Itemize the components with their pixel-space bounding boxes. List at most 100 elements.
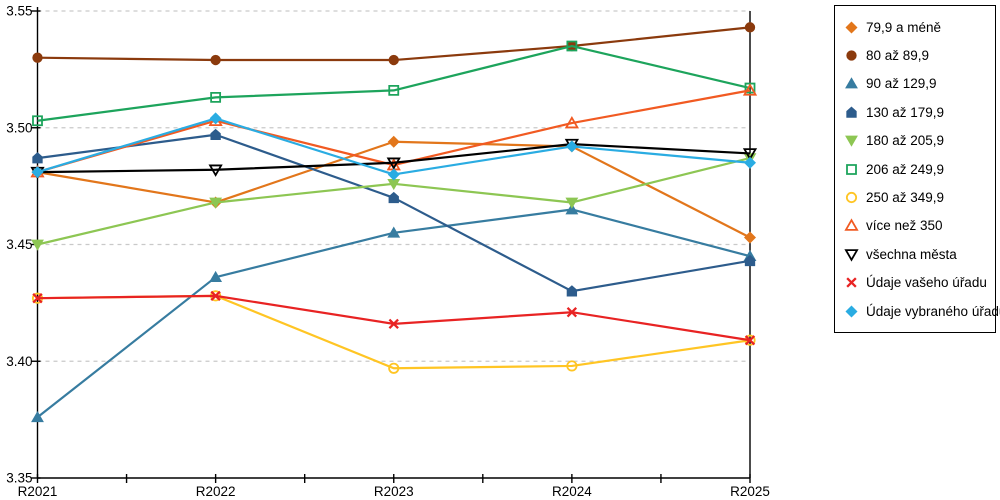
pentagon-marker	[210, 128, 221, 141]
legend-item-label: 250 až 349,9	[866, 190, 945, 206]
diamond-marker	[565, 140, 578, 153]
y-axis-tick-label: 3.45	[6, 237, 32, 252]
triangle-up-marker	[565, 203, 579, 215]
triangle-down-marker	[209, 197, 223, 209]
series-3	[32, 128, 756, 297]
open-x-marker	[846, 277, 857, 288]
open-x-marker	[32, 293, 43, 304]
open-circle-marker	[845, 191, 858, 204]
series-2	[31, 203, 757, 423]
legend-item-6[interactable]: 250 až 349,9	[844, 183, 993, 211]
legend-item-0[interactable]: 79,9 a méně	[844, 13, 993, 41]
legend-triangle-down-icon	[844, 249, 859, 262]
legend-item-3[interactable]: 130 až 179,9	[844, 98, 993, 126]
open-x-marker	[388, 318, 399, 330]
series-line	[37, 142, 751, 174]
diamond-marker	[743, 231, 757, 244]
series-4	[31, 153, 757, 251]
legend-item-8[interactable]: všechna města	[844, 240, 993, 268]
legend-circle-icon	[846, 50, 857, 61]
legend-item-label: 79,9 a méně	[866, 19, 942, 35]
series-1	[32, 22, 756, 66]
legend-triangle-down-icon	[845, 135, 858, 148]
y-axis-tick-label: 3.40	[6, 354, 32, 369]
triangle-up-marker	[845, 77, 858, 89]
series-10	[31, 112, 757, 181]
legend-item-2[interactable]: 90 až 129,9	[844, 70, 993, 98]
x-axis-tick-label: R2025	[730, 484, 770, 499]
open-circle-marker	[388, 362, 400, 374]
diamond-marker	[743, 156, 757, 169]
triangle-down-marker	[565, 197, 579, 209]
x-axis-tick-label: R2022	[196, 484, 236, 499]
y-axis-tick-label: 3.55	[6, 4, 32, 19]
legend-circle-icon	[845, 191, 858, 204]
open-x-marker	[566, 307, 578, 318]
x-axis-tick-label: R2023	[374, 484, 414, 499]
legend-diamond-icon	[845, 305, 858, 318]
circle-marker	[210, 54, 221, 66]
legend-diamond-icon	[845, 21, 858, 34]
triangle-up-marker	[31, 410, 44, 423]
open-square-marker	[388, 84, 400, 96]
triangle-down-marker	[845, 135, 858, 148]
circle-marker	[32, 52, 43, 63]
y-axis-tick-label: 3.35	[6, 471, 32, 486]
legend-triangle-up-icon	[844, 218, 859, 232]
diamond-marker	[31, 166, 44, 179]
legend-x-icon	[846, 277, 857, 288]
legend-item-label: Údaje vybraného úřadu	[866, 303, 1000, 319]
diamond-marker	[209, 112, 222, 125]
open-x-marker	[210, 290, 221, 302]
circle-marker	[388, 54, 399, 66]
series-line	[36, 208, 751, 419]
triangle-up-marker	[209, 270, 223, 283]
legend: 79,9 a méně 80 až 89,9 90 až 129,9 130 až 1…	[834, 5, 1000, 334]
pentagon-marker	[846, 106, 857, 118]
open-triangle-up-marker	[564, 115, 579, 129]
open-square-marker	[846, 163, 857, 175]
legend-item-label: 90 až 129,9	[866, 76, 937, 92]
pentagon-marker	[566, 285, 578, 297]
open-triangle-down-marker	[386, 157, 401, 170]
legend-item-1[interactable]: 80 až 89,9	[844, 41, 993, 69]
legend-item-label: 206 až 249,9	[866, 161, 945, 177]
open-triangle-up-marker	[844, 218, 859, 232]
pentagon-marker	[32, 152, 43, 164]
legend-item-label: 180 až 205,9	[866, 133, 945, 149]
legend-item-label: Údaje vašeho úřadu	[866, 275, 987, 291]
series-line	[37, 44, 751, 122]
legend-item-9[interactable]: Údaje vašeho úřadu	[844, 269, 993, 297]
diamond-marker	[845, 305, 858, 318]
legend-item-label: více než 350	[866, 218, 943, 234]
diamond-marker	[387, 135, 400, 148]
open-triangle-up-marker	[742, 83, 758, 96]
legend-triangle-up-icon	[845, 77, 858, 89]
legend-item-7[interactable]: více než 350	[844, 212, 993, 240]
circle-marker	[846, 50, 857, 61]
triangle-down-marker	[31, 239, 44, 251]
circle-marker	[744, 22, 756, 33]
legend-item-label: 130 až 179,9	[866, 104, 945, 120]
legend-square-icon	[846, 163, 857, 175]
legend-item-5[interactable]: 206 až 249,9	[844, 155, 993, 183]
pentagon-marker	[744, 254, 756, 267]
series-5	[32, 40, 756, 127]
diamond-marker	[845, 21, 858, 34]
open-triangle-down-marker	[208, 164, 223, 177]
y-axis-tick-label: 3.50	[6, 120, 32, 135]
x-axis-tick-label: R2021	[18, 484, 58, 499]
legend-item-4[interactable]: 180 až 205,9	[844, 127, 993, 155]
x-axis-tick-label: R2024	[552, 484, 592, 499]
legend-pentagon-icon	[846, 106, 857, 118]
open-square-marker	[566, 40, 578, 52]
series-line	[37, 89, 751, 174]
legend-item-label: 80 až 89,9	[866, 48, 930, 64]
triangle-up-marker	[387, 226, 401, 238]
legend-item-10[interactable]: Údaje vybraného úřadu	[844, 297, 1000, 325]
open-square-marker	[210, 91, 222, 103]
open-square-marker	[32, 115, 43, 127]
open-triangle-down-marker	[742, 148, 758, 161]
